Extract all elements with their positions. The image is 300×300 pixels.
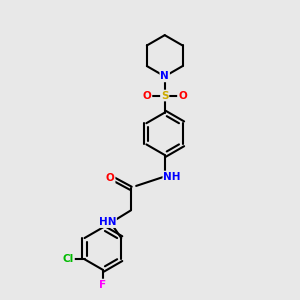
- Text: S: S: [161, 91, 169, 100]
- Text: O: O: [178, 91, 187, 100]
- Text: Cl: Cl: [63, 254, 74, 264]
- Text: N: N: [160, 71, 169, 81]
- Text: NH: NH: [163, 172, 181, 182]
- Text: F: F: [99, 280, 106, 290]
- Text: HN: HN: [99, 217, 116, 227]
- Text: O: O: [106, 173, 115, 183]
- Text: O: O: [143, 91, 152, 100]
